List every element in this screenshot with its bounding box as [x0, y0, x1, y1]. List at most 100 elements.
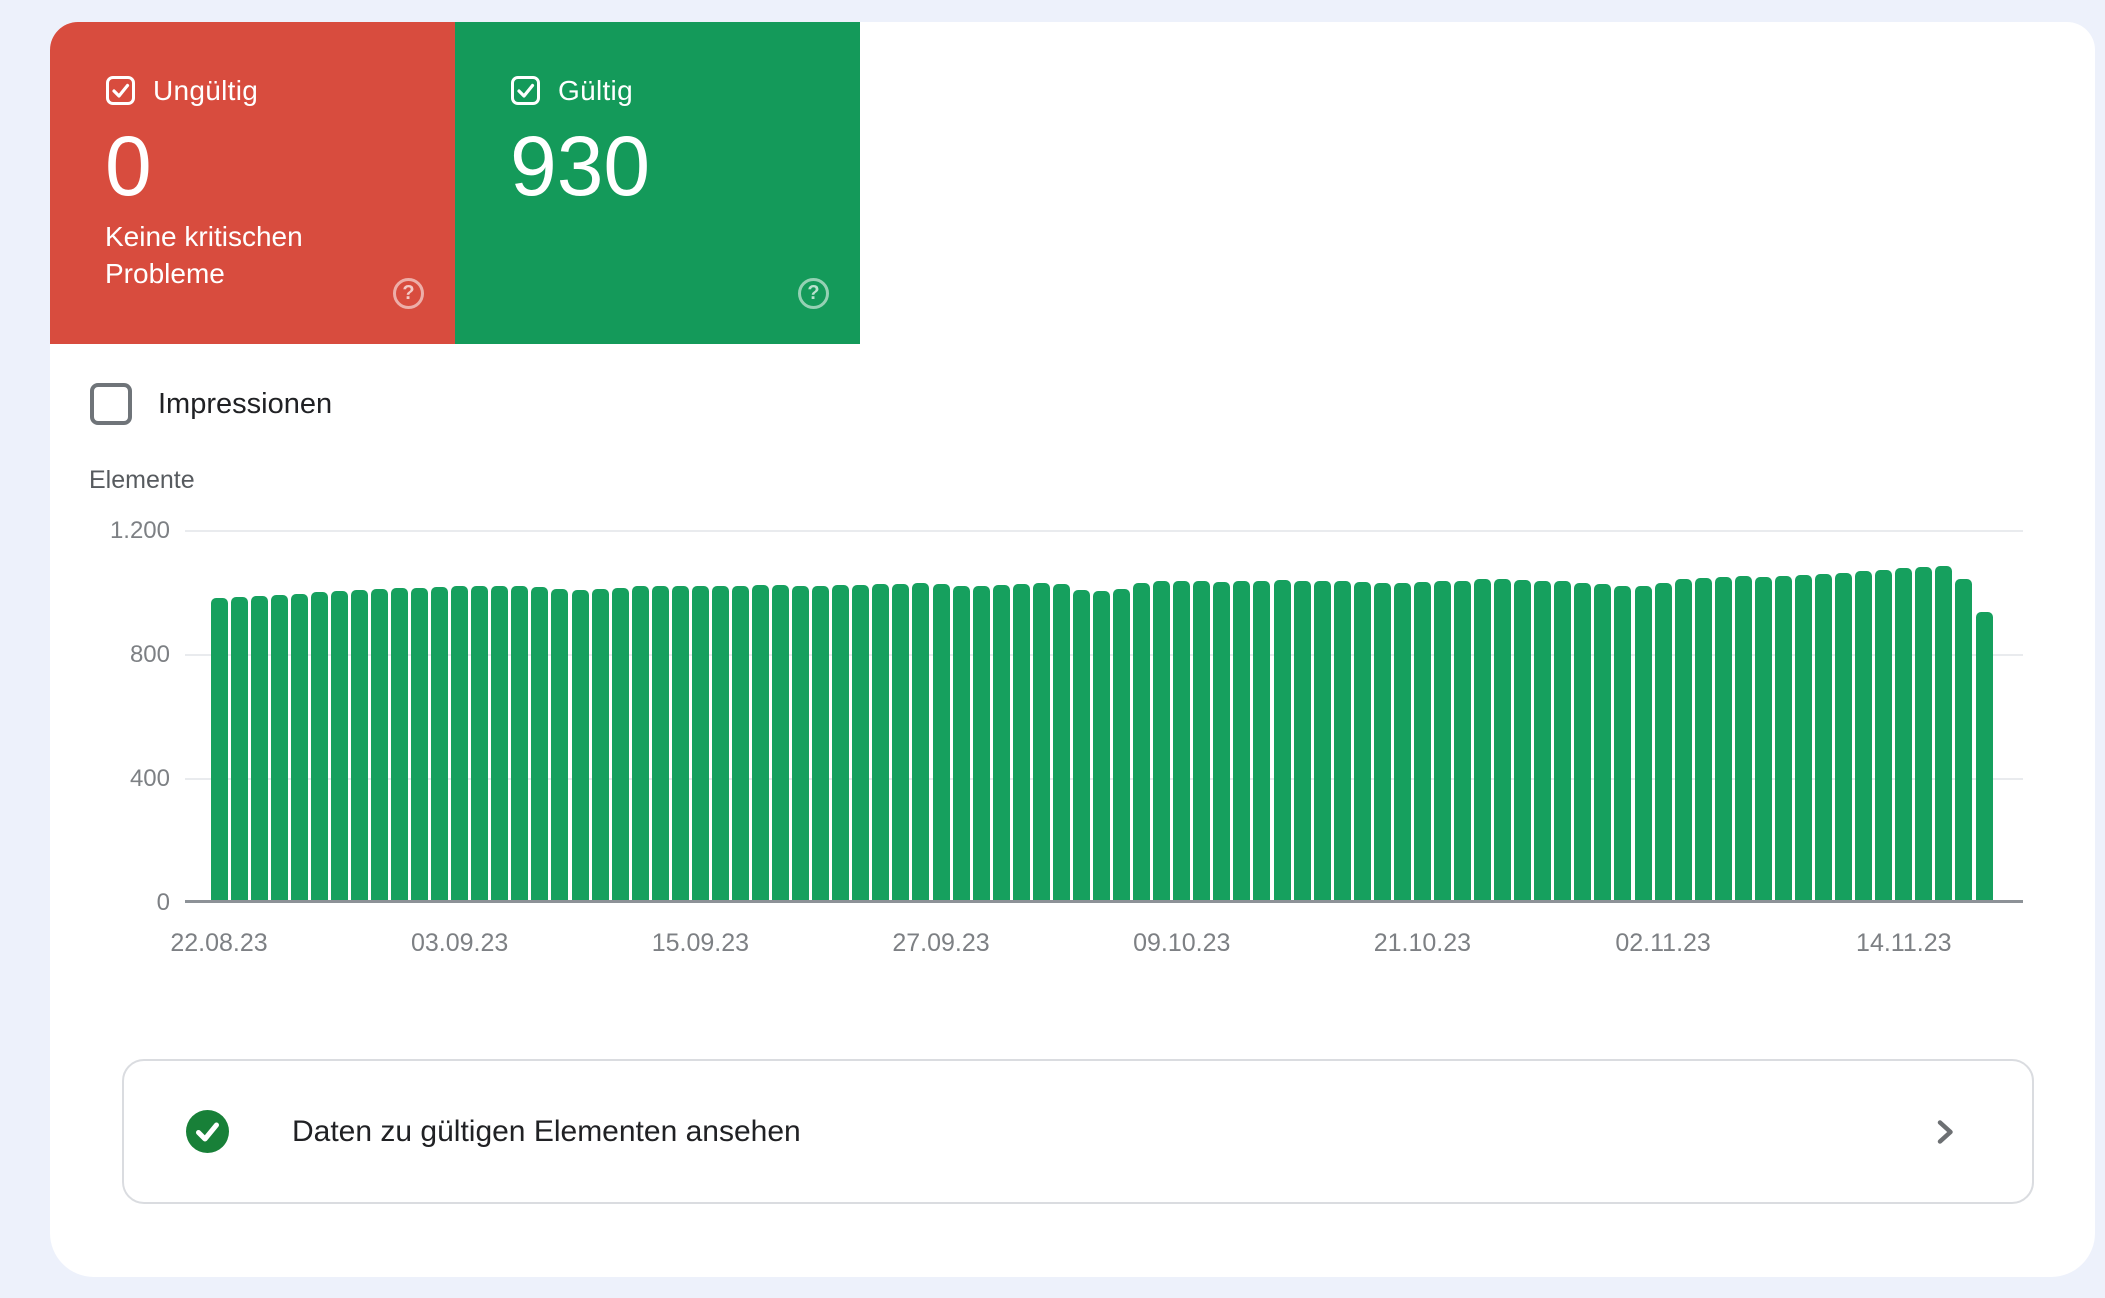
chart-bar	[1955, 579, 1973, 900]
chart-bar	[1153, 581, 1171, 900]
chart-bar	[330, 591, 348, 900]
chart-bar	[1674, 579, 1692, 900]
chart-bar	[1574, 583, 1592, 900]
chart-bar	[1835, 573, 1853, 900]
chart-bar	[912, 583, 930, 900]
chart-bar	[752, 585, 770, 900]
chart-bar	[832, 585, 850, 900]
x-axis-tick-label: 14.11.23	[1856, 929, 1952, 957]
chart-bar	[1915, 567, 1933, 900]
chart-bar	[491, 586, 509, 900]
x-axis-tick-label: 22.08.23	[170, 929, 268, 957]
invalid-card-title: Ungültig	[153, 75, 259, 106]
x-axis-tick-label: 27.09.23	[892, 929, 990, 957]
chart-bar	[531, 587, 549, 900]
checked-checkbox-icon[interactable]	[105, 75, 136, 106]
help-icon[interactable]: ?	[798, 278, 829, 309]
invalid-card-header: Ungültig	[105, 75, 258, 106]
chart-bar	[872, 584, 890, 900]
valid-count: 930	[510, 119, 651, 213]
chart-bar	[1895, 568, 1913, 900]
chevron-right-icon[interactable]	[1930, 1117, 1960, 1147]
chart-bar	[1273, 580, 1291, 900]
chart-bar	[772, 585, 790, 900]
chart-bar	[852, 585, 870, 900]
valid-card-header: Gültig	[510, 75, 633, 106]
help-icon[interactable]: ?	[393, 278, 424, 309]
chart-bar	[1113, 589, 1131, 900]
help-glyph: ?	[807, 282, 820, 304]
y-axis-tick-label: 400	[129, 765, 170, 792]
chart-bar	[1694, 578, 1712, 900]
chart-bar	[1253, 581, 1271, 900]
invalid-status-card[interactable]: Ungültig 0 Keine kritischen Probleme ?	[50, 22, 455, 344]
chart-bar	[1554, 581, 1572, 900]
x-axis-tick-label: 21.10.23	[1373, 929, 1472, 957]
chart-bar	[511, 586, 529, 900]
x-axis-tick-label: 02.11.23	[1615, 929, 1711, 957]
impressions-toggle-row: Impressionen	[90, 383, 332, 425]
chart-bar	[671, 586, 689, 900]
chart-bar	[1654, 583, 1672, 900]
chart-bar	[1754, 577, 1772, 900]
chart-bar	[1413, 582, 1431, 900]
chart-bar	[1514, 580, 1532, 900]
chart-bar	[1193, 581, 1211, 900]
chart-bar	[711, 586, 729, 900]
impressions-checkbox[interactable]	[90, 383, 132, 425]
content-panel: Ungültig 0 Keine kritischen Probleme ? G…	[50, 22, 2095, 1277]
chart-bar	[1795, 575, 1812, 900]
chart-bar	[210, 598, 228, 900]
valid-items-bar-chart	[185, 530, 2023, 903]
chart-bar	[1594, 584, 1612, 900]
chart-bar	[992, 585, 1010, 900]
y-axis-tick-label: 800	[129, 641, 170, 668]
chart-bar	[952, 586, 970, 900]
chart-bar	[290, 594, 308, 900]
chart-bar	[1474, 579, 1492, 900]
chart-bar	[1534, 581, 1552, 900]
chart-bar	[370, 589, 388, 900]
chart-bar	[1133, 583, 1151, 900]
invalid-count: 0	[105, 119, 152, 213]
chart-bar	[1012, 584, 1030, 900]
chart-bar	[972, 586, 990, 900]
chart-bar	[731, 586, 749, 900]
chart-bar	[651, 586, 669, 900]
chart-bar	[1293, 581, 1311, 900]
x-axis-tick-label: 09.10.23	[1133, 929, 1231, 957]
chart-bar	[1393, 583, 1411, 900]
chart-bar	[230, 597, 248, 900]
y-axis-tick-label: 0	[156, 889, 170, 916]
chart-bar	[812, 586, 830, 900]
chart-bar	[471, 586, 489, 900]
help-glyph: ?	[402, 282, 415, 304]
chart-bar	[1353, 582, 1371, 900]
chart-bar	[1614, 586, 1632, 900]
chart-bar	[431, 587, 449, 900]
chart-bar	[551, 589, 569, 900]
chart-bar	[350, 590, 368, 900]
chart-bar	[1233, 581, 1251, 900]
x-axis-tick-label: 15.09.23	[651, 929, 750, 957]
view-valid-items-link[interactable]: Daten zu gültigen Elementen ansehen	[122, 1059, 2034, 1204]
chart-bar	[892, 584, 910, 900]
footer-link-label: Daten zu gültigen Elementen ansehen	[292, 1114, 801, 1148]
chart-bar	[1935, 566, 1953, 900]
chart-bar	[451, 586, 469, 900]
chart-bar	[270, 595, 288, 900]
valid-card-title: Gültig	[558, 75, 633, 106]
valid-status-card[interactable]: Gültig 930 ?	[455, 22, 860, 344]
chart-bar	[1032, 583, 1050, 900]
chart-bar	[1313, 581, 1331, 900]
x-axis-baseline	[185, 900, 2023, 903]
chart-bar	[932, 584, 950, 900]
chart-bar	[1373, 583, 1391, 900]
checked-checkbox-icon[interactable]	[510, 75, 541, 106]
chart-bar	[792, 586, 810, 900]
chart-bar	[1173, 581, 1191, 900]
chart-bar	[1213, 582, 1231, 900]
chart-bar	[1734, 576, 1752, 900]
chart-bar	[1433, 581, 1451, 900]
